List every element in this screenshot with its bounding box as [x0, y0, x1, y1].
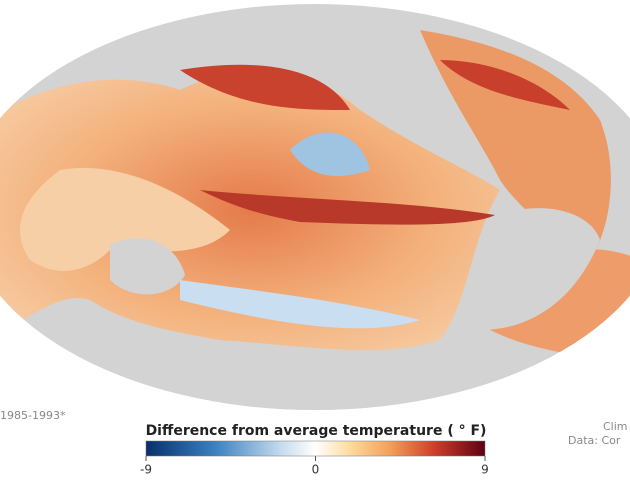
colorbar — [145, 440, 486, 457]
equatorial-band — [200, 190, 495, 225]
antarctica — [0, 355, 630, 410]
south-america — [476, 208, 600, 330]
australia — [110, 238, 185, 295]
tick-label: 9 — [481, 463, 489, 477]
footer-left: 1985-1993* — [0, 409, 66, 422]
colorbar-ticks: -9 0 9 — [140, 456, 489, 477]
southern-cool — [180, 280, 420, 329]
west-pacific — [20, 168, 230, 271]
tick-label: 0 — [312, 463, 320, 477]
footer-right: Clim — [603, 420, 628, 433]
north-pacific-blob — [180, 64, 350, 110]
tick-label: -9 — [140, 463, 152, 477]
atlantic-ocean — [420, 30, 611, 260]
north-atlantic-blob — [440, 60, 570, 110]
legend-title: Difference from average temperature ( ° … — [146, 423, 487, 439]
cool-patch — [290, 132, 370, 176]
footer-right: Data: Cor — [568, 434, 621, 447]
globe — [0, 4, 630, 410]
